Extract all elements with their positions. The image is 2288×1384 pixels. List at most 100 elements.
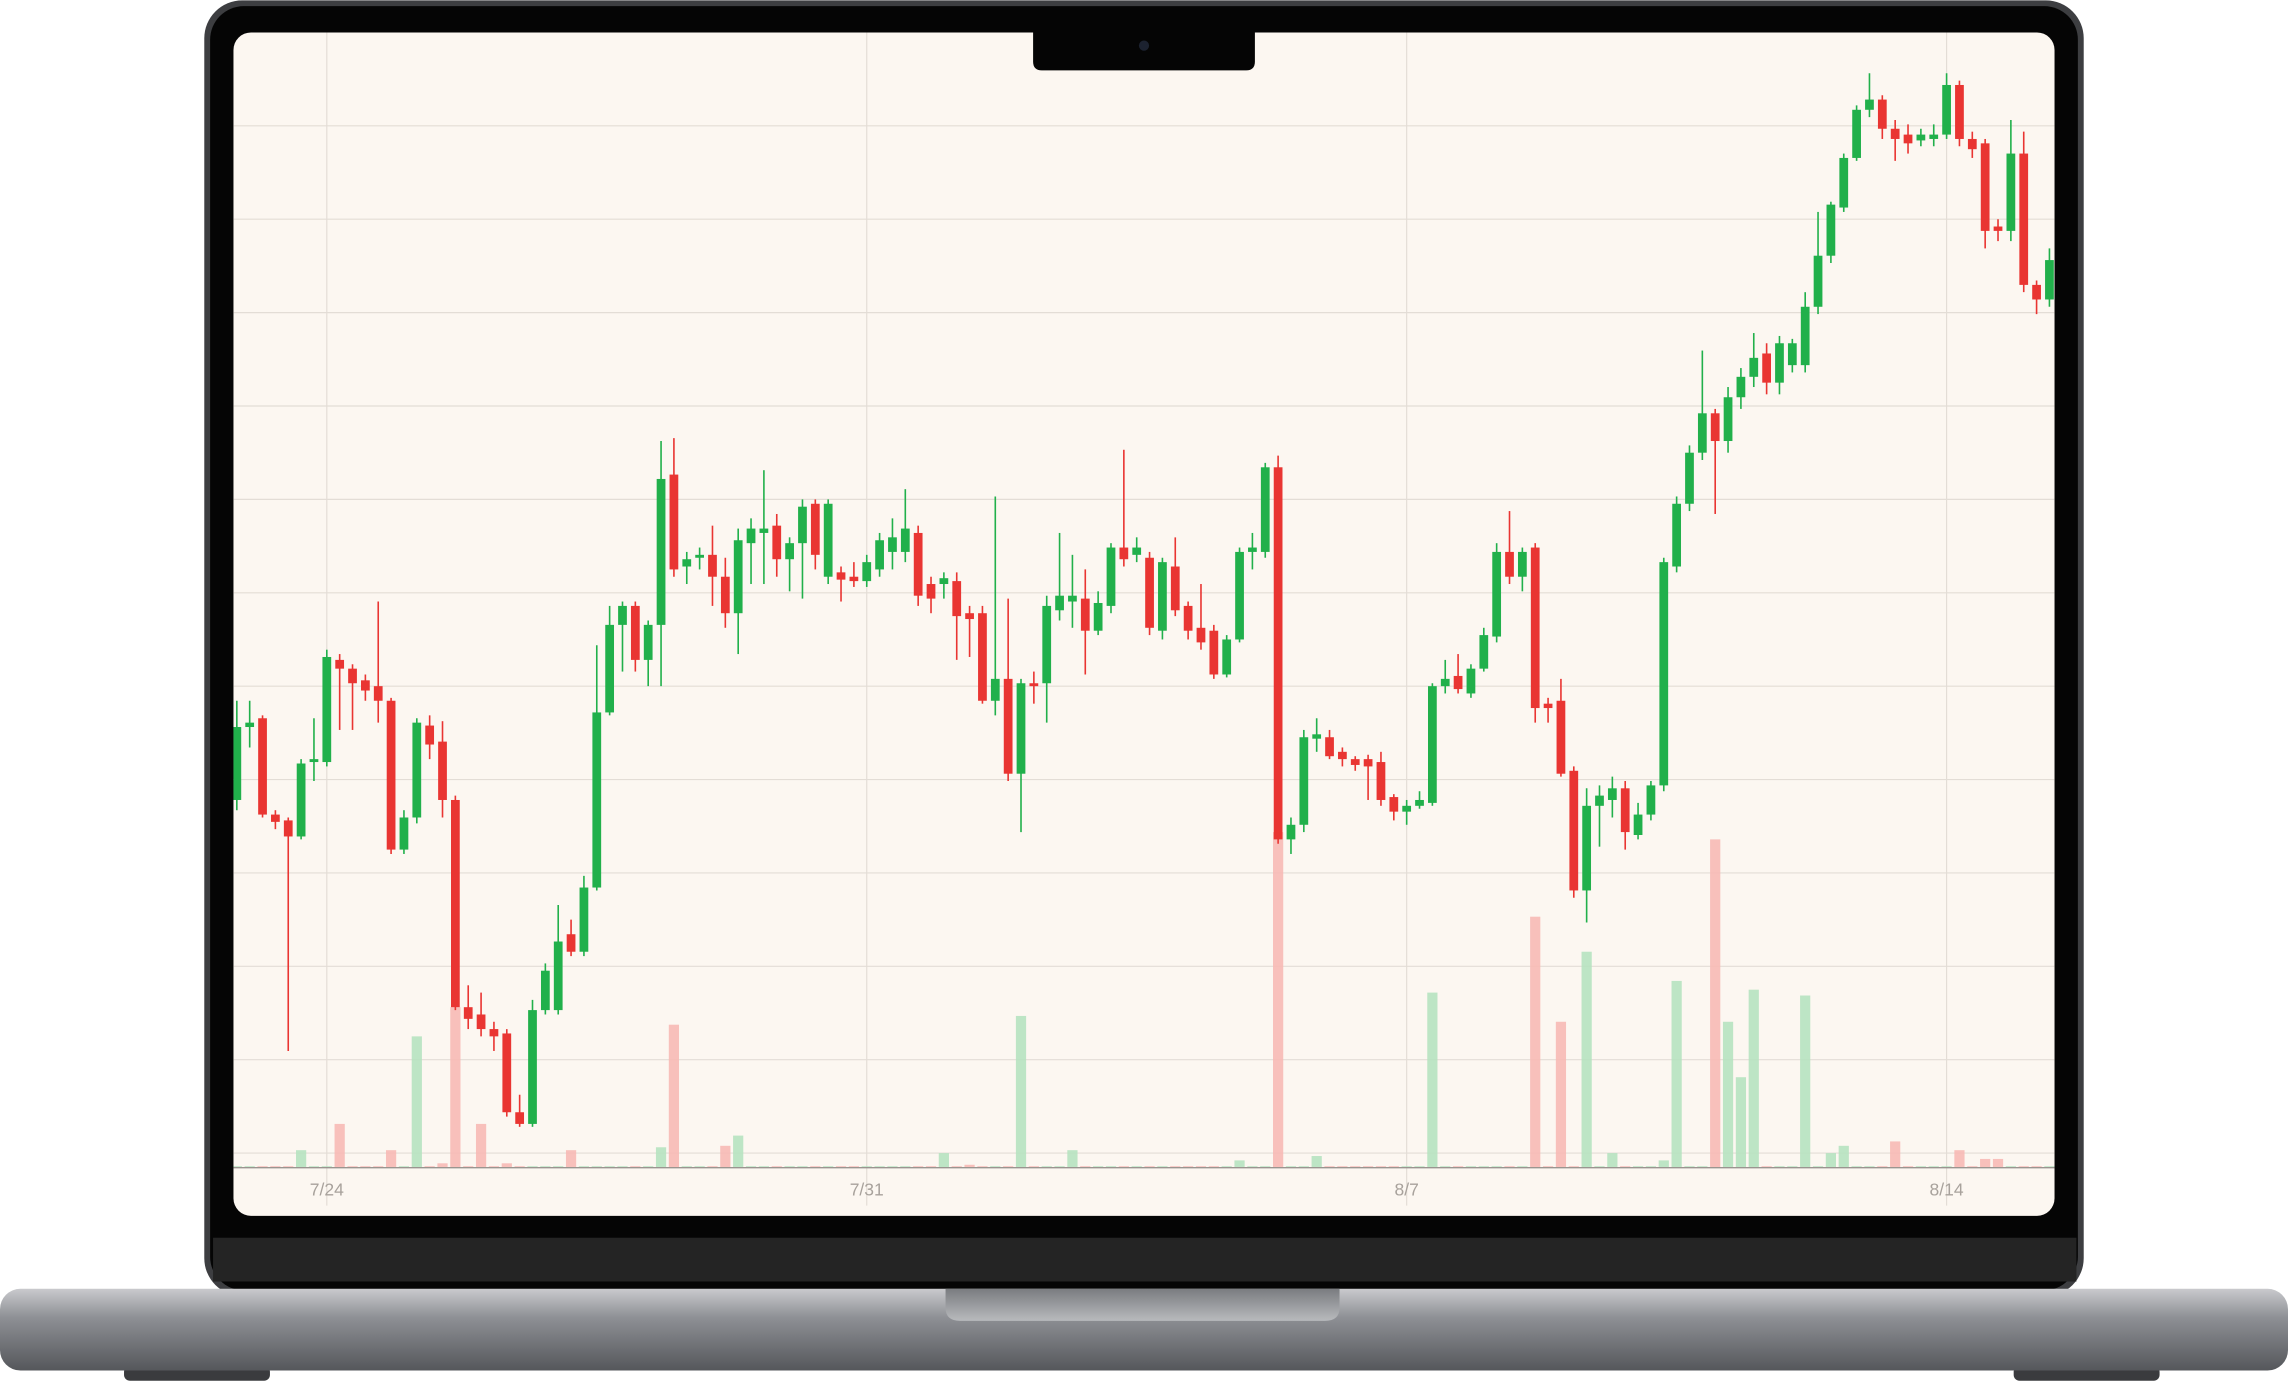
candle-body xyxy=(656,478,666,625)
candle-body xyxy=(540,970,550,1011)
candle-body xyxy=(463,1007,473,1019)
candle-body xyxy=(361,680,370,691)
volume-bar xyxy=(668,1024,680,1168)
candle-body xyxy=(978,613,987,701)
candle-body xyxy=(1543,703,1553,709)
candle-body xyxy=(233,727,242,800)
candle-body xyxy=(1749,357,1759,377)
candle-body xyxy=(1646,785,1656,815)
volume-bar xyxy=(1980,1158,1991,1168)
candle-body xyxy=(1685,452,1694,504)
candle-body xyxy=(1080,598,1090,631)
candle-body xyxy=(2032,284,2041,300)
volume-bar xyxy=(385,1150,397,1168)
candle-body xyxy=(1286,824,1296,840)
candle-body xyxy=(1248,547,1257,552)
candle-body xyxy=(939,578,949,585)
candle-body xyxy=(990,678,1000,701)
candle-body xyxy=(669,474,679,570)
candle-body xyxy=(785,543,794,560)
candle-body xyxy=(489,1029,499,1037)
candle-body xyxy=(720,576,730,614)
candle-body xyxy=(605,624,615,713)
candle-body xyxy=(1980,143,1990,231)
candle-body xyxy=(1839,157,1849,208)
bezel-bottom xyxy=(213,1237,2077,1282)
candle-body xyxy=(823,503,833,577)
volume-bar xyxy=(733,1135,744,1168)
volume-bar xyxy=(1954,1150,1965,1168)
candle-body xyxy=(1826,204,1836,256)
candle-body xyxy=(1170,566,1180,611)
candle-body xyxy=(1402,805,1412,812)
candle-body xyxy=(900,528,910,552)
candle-body xyxy=(1106,547,1116,606)
candle-body xyxy=(888,537,897,552)
candle-body xyxy=(1556,700,1566,774)
candle-body xyxy=(322,656,332,763)
candle-body xyxy=(1158,562,1167,631)
candle-body xyxy=(425,725,435,745)
candle-body xyxy=(1145,557,1154,628)
candle-body xyxy=(1865,99,1874,110)
candle-body xyxy=(1633,814,1643,835)
candle-body xyxy=(772,525,782,560)
candle-body xyxy=(965,613,974,620)
candle-body xyxy=(746,528,756,544)
candle-body xyxy=(528,1010,537,1124)
volume-bar xyxy=(411,1036,422,1168)
candle-body xyxy=(1672,503,1682,567)
candle-body xyxy=(271,814,280,822)
x-axis: 7/24 7/31 8/7 8/14 xyxy=(310,1180,1964,1200)
candle-body xyxy=(849,576,859,582)
candle-body xyxy=(952,581,962,617)
candle-body xyxy=(258,718,267,815)
candle-body xyxy=(1350,759,1360,765)
volume-bar xyxy=(1607,1153,1618,1168)
candle-body xyxy=(592,712,602,888)
candle-body xyxy=(1312,734,1322,739)
candle-body xyxy=(1607,788,1617,800)
volume-bar xyxy=(1838,1145,1849,1168)
candle-body xyxy=(1993,226,2003,231)
candle-body xyxy=(450,799,460,1008)
volume-bar xyxy=(720,1145,731,1168)
volume-bar xyxy=(565,1150,577,1168)
candle-body xyxy=(283,820,293,837)
x-tick-label: 8/14 xyxy=(1930,1180,1964,1200)
candle-body xyxy=(566,934,576,952)
candle-body xyxy=(1479,635,1489,669)
candle-body xyxy=(1787,343,1797,366)
candle-body xyxy=(1762,353,1771,383)
candle-body xyxy=(695,554,704,558)
x-tick-label: 8/7 xyxy=(1395,1180,1419,1200)
candle-body xyxy=(1325,737,1334,757)
candle-body xyxy=(1119,547,1129,560)
candle-body xyxy=(1453,675,1463,690)
laptop-base xyxy=(0,1288,2288,1371)
volume-bar xyxy=(1671,980,1682,1168)
candle-body xyxy=(2006,153,2016,231)
candle-body xyxy=(1363,759,1373,767)
candle-body xyxy=(348,668,357,684)
candle-body xyxy=(810,503,820,555)
candle-body xyxy=(1466,668,1476,694)
x-tick-label: 7/31 xyxy=(850,1180,884,1200)
volume-bar xyxy=(450,1007,461,1168)
candle-body xyxy=(1697,413,1707,453)
volume-bar xyxy=(938,1153,949,1168)
candle-body xyxy=(1813,255,1823,307)
trackpad-notch xyxy=(945,1288,1340,1321)
candle-body xyxy=(1196,627,1206,643)
volume-bar xyxy=(295,1150,307,1168)
candle-body xyxy=(1903,134,1913,144)
candle-body xyxy=(1942,84,1951,135)
candle-body xyxy=(386,700,396,850)
candle-body xyxy=(1338,751,1347,760)
volume-bar xyxy=(1735,1077,1747,1168)
volume-bar xyxy=(1800,995,1811,1168)
candle-body xyxy=(682,559,692,567)
candle-body xyxy=(476,1014,486,1030)
volume-bar xyxy=(1555,1021,1567,1168)
